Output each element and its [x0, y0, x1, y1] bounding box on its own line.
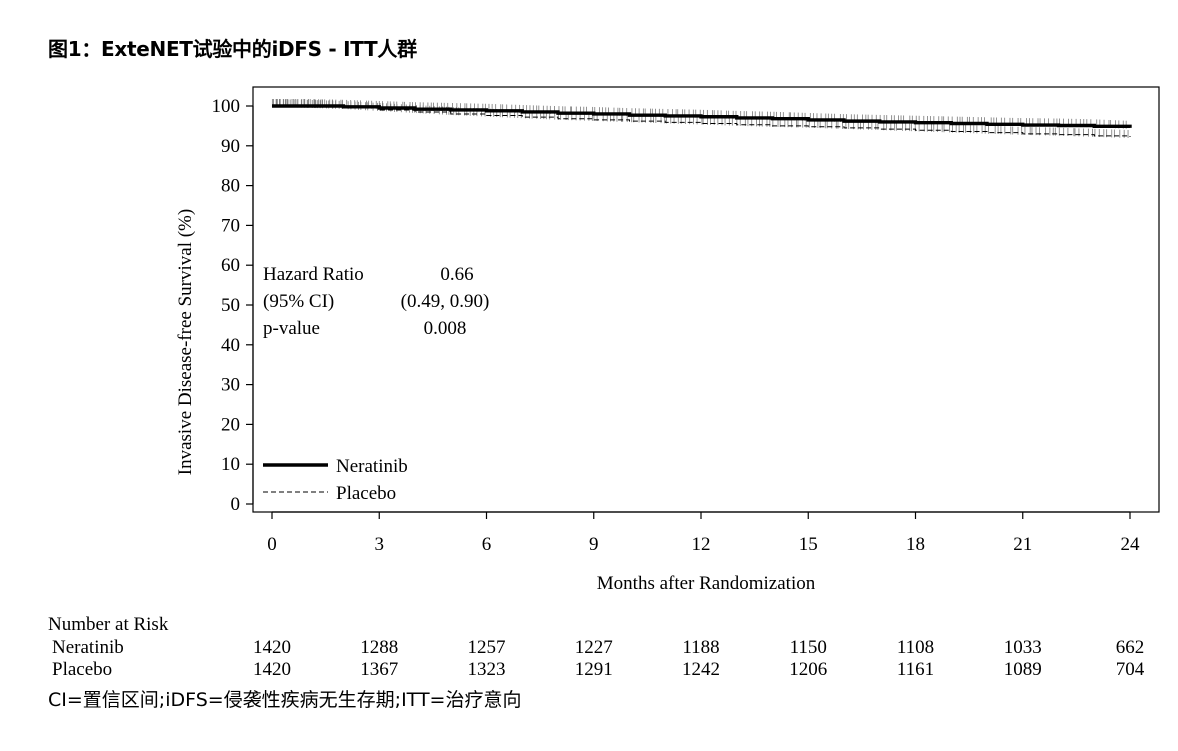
y-tick-label: 0 [231, 494, 241, 515]
footnote: CI=置信区间;iDFS=侵袭性疾病无生存期;ITT=治疗意向 [48, 689, 522, 711]
y-tick-label: 60 [221, 255, 240, 276]
x-tick-label: 18 [906, 534, 925, 555]
y-tick-label: 90 [221, 136, 240, 157]
stat-label: p-value [263, 318, 320, 339]
series-lines [272, 104, 1132, 138]
y-tick-label: 10 [221, 454, 240, 475]
x-tick-label: 9 [589, 534, 599, 555]
x-tick-label: 0 [267, 534, 277, 555]
x-ticks: 0 3 6 9 12 15 18 21 24 [267, 512, 1140, 555]
legend-label: Neratinib [336, 456, 408, 477]
censor-marks [271, 99, 1129, 138]
x-tick-label: 24 [1121, 534, 1141, 555]
y-tick-label: 30 [221, 375, 240, 396]
x-axis-label: Months after Randomization [597, 573, 816, 594]
stat-value: 0.66 [440, 264, 473, 285]
x-tick-label: 21 [1013, 534, 1032, 555]
x-tick-label: 15 [799, 534, 818, 555]
y-ticks: 0 10 20 30 40 50 60 70 80 90 100 [212, 96, 253, 515]
x-tick-label: 3 [375, 534, 385, 555]
legend-label: Placebo [336, 483, 396, 504]
y-tick-label: 20 [221, 414, 240, 435]
y-tick-label: 80 [221, 176, 240, 197]
y-axis-label: Invasive Disease-free Survival (%) [175, 209, 196, 475]
y-tick-label: 50 [221, 295, 240, 316]
stat-label: Hazard Ratio [263, 264, 364, 285]
plot-frame [252, 86, 1160, 513]
legend: Neratinib Placebo [263, 456, 408, 504]
y-tick-label: 70 [221, 215, 240, 236]
stat-value: 0.008 [424, 318, 467, 339]
x-tick-label: 6 [482, 534, 492, 555]
figure-title: 图1：ExteNET试验中的iDFS - ITT人群 [48, 37, 417, 61]
series-line-placebo [272, 105, 1131, 138]
stats-box: Hazard Ratio 0.66 (95% CI) (0.49, 0.90) p-va… [263, 264, 489, 339]
stat-label: (95% CI) [263, 291, 334, 312]
x-tick-label: 12 [692, 534, 711, 555]
stat-value: (0.49, 0.90) [401, 291, 490, 312]
series-line-neratinib [272, 104, 1132, 128]
y-tick-label: 40 [221, 335, 240, 356]
y-tick-label: 100 [212, 96, 241, 117]
